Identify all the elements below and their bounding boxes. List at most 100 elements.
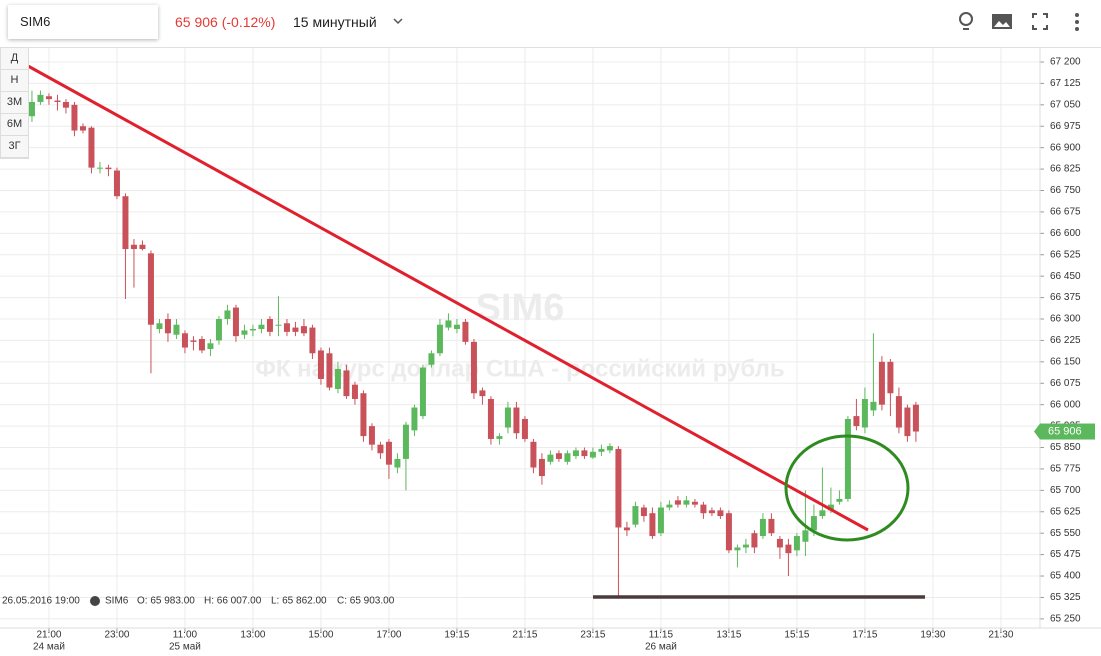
candle-body xyxy=(207,343,214,349)
y-tick-label: 66 150 xyxy=(1050,356,1081,367)
candle-body xyxy=(853,416,860,427)
candle-body xyxy=(751,533,758,548)
candle-body xyxy=(224,310,231,320)
candle-body xyxy=(147,253,154,325)
candle-body xyxy=(113,170,120,197)
range-buttons: Д Н 3М 6М 3Г xyxy=(0,47,29,159)
candle-body xyxy=(589,451,596,458)
candle-body xyxy=(436,324,443,354)
y-tick-label: 66 525 xyxy=(1050,249,1081,260)
y-tick-label: 65 775 xyxy=(1050,464,1081,475)
candle-body xyxy=(717,510,724,517)
candle-body xyxy=(266,319,273,332)
y-tick-label: 66 375 xyxy=(1050,292,1081,303)
candle-body xyxy=(725,513,732,551)
range-button[interactable]: Н xyxy=(1,70,28,92)
y-tick-label: 67 050 xyxy=(1050,99,1081,110)
y-tick-label: 66 000 xyxy=(1050,399,1081,410)
candle-body xyxy=(793,536,800,551)
idea-icon[interactable] xyxy=(959,12,973,30)
x-tick-label: 17:00 xyxy=(376,630,401,641)
toolbar-icons xyxy=(393,12,1079,31)
range-button[interactable]: 3Г xyxy=(1,136,28,158)
candle-body xyxy=(649,513,656,537)
fullscreen-icon[interactable] xyxy=(1032,13,1048,30)
candle-body xyxy=(88,127,95,168)
x-tick-label: 19:15 xyxy=(444,630,469,641)
candle-body xyxy=(79,126,86,131)
y-tick-label: 65 325 xyxy=(1050,592,1081,603)
candle-body xyxy=(606,446,613,451)
y-tick-label: 65 850 xyxy=(1050,442,1081,453)
candle-body xyxy=(402,424,409,459)
x-tick-label: 15:15 xyxy=(784,630,809,641)
candle-body xyxy=(275,324,282,326)
candle-body xyxy=(513,407,520,434)
candle-body xyxy=(810,516,817,531)
candle-body xyxy=(453,324,460,330)
y-tick-label: 66 075 xyxy=(1050,378,1081,389)
candle-body xyxy=(802,530,809,542)
candle-body xyxy=(309,327,316,354)
image-icon[interactable] xyxy=(992,14,1012,29)
candle-body xyxy=(241,330,248,335)
candle-body xyxy=(674,500,681,505)
y-tick-label: 65 625 xyxy=(1050,506,1081,517)
y-tick-label: 65 400 xyxy=(1050,571,1081,582)
x-tick-label: 21:30 xyxy=(988,630,1013,641)
candle-body xyxy=(912,404,919,432)
last-price-arrow xyxy=(1034,423,1040,440)
candle-body xyxy=(385,441,392,465)
y-tick-label: 67 200 xyxy=(1050,57,1081,68)
candle-body xyxy=(283,323,290,332)
candle-body xyxy=(351,384,358,399)
interval-select[interactable]: 15 минутный xyxy=(293,14,377,30)
y-tick-label: 66 600 xyxy=(1050,228,1081,239)
candle-body xyxy=(555,453,562,459)
x-tick-label: 13:00 xyxy=(240,630,265,641)
candle-body xyxy=(521,418,528,439)
candle-body xyxy=(54,100,61,102)
candle-body xyxy=(691,501,698,505)
legend-datetime: 26.05.2016 19:00 xyxy=(2,596,80,607)
range-button[interactable]: 3М xyxy=(1,92,28,114)
x-tick-label: 21:00 xyxy=(36,630,61,641)
price-change: 65 906 (-0.12%) xyxy=(175,14,276,30)
candle-body xyxy=(615,448,622,528)
trend-line xyxy=(27,64,869,532)
y-tick-label: 65 550 xyxy=(1050,528,1081,539)
candle-body xyxy=(657,507,664,534)
legend-dot xyxy=(90,596,100,606)
menu-icon[interactable] xyxy=(1075,13,1079,31)
candle-body xyxy=(360,393,367,437)
candle-body xyxy=(130,244,137,250)
symbol-input[interactable]: SIM6 xyxy=(8,5,158,39)
candle-body xyxy=(759,518,766,537)
candle-body xyxy=(581,450,588,457)
y-tick-label: 66 750 xyxy=(1050,185,1081,196)
candle-body xyxy=(71,104,78,131)
candle-body xyxy=(394,458,401,468)
x-tick-label: 19:30 xyxy=(920,630,945,641)
dropdown-arrow[interactable] xyxy=(393,18,403,25)
candle-body xyxy=(785,544,792,554)
candle-body xyxy=(377,444,384,454)
candle-body xyxy=(708,510,715,514)
candle-body xyxy=(623,527,630,531)
candle-body xyxy=(683,500,690,505)
y-tick-label: 66 975 xyxy=(1050,121,1081,132)
candle-body xyxy=(887,361,894,394)
range-button[interactable]: 6М xyxy=(1,114,28,136)
x-tick-label: 13:15 xyxy=(716,630,741,641)
candle-body xyxy=(572,450,579,457)
candle-body xyxy=(343,370,350,397)
candle-body xyxy=(334,368,341,389)
y-tick-label: 66 450 xyxy=(1050,271,1081,282)
legend-open: O: 65 983.00 xyxy=(137,596,195,607)
candle-body xyxy=(156,323,163,330)
y-tick-label: 67 125 xyxy=(1050,78,1081,89)
date-label: 24 май xyxy=(33,642,65,653)
range-button[interactable]: Д xyxy=(1,48,28,70)
candle-body xyxy=(181,333,188,348)
